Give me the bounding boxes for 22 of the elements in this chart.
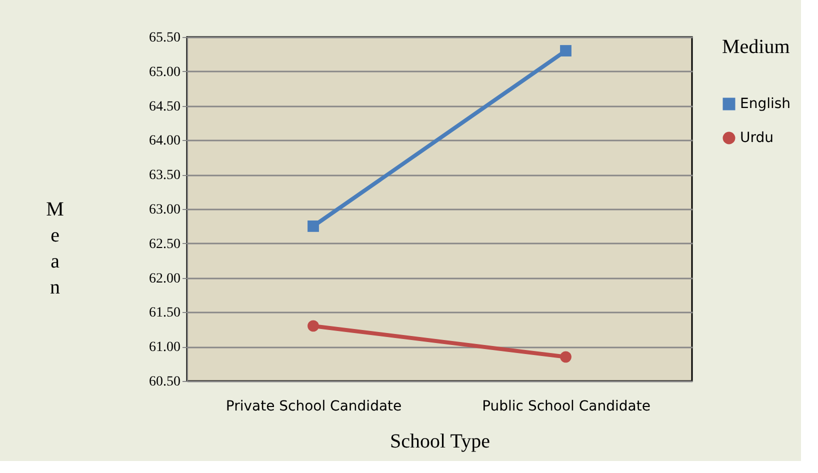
x-tick-label: Private School Candidate (226, 398, 402, 414)
y-tick-label: 60.50 (149, 374, 180, 390)
y-tick-label: 64.00 (149, 134, 180, 149)
x-axis-title: School Type (390, 430, 490, 452)
y-tick-label: 61.50 (149, 306, 180, 321)
y-tick-label: 63.00 (149, 202, 180, 218)
legend-label: Urdu (740, 130, 774, 146)
point (560, 351, 572, 363)
y-tick-label: 63.50 (149, 168, 180, 184)
y-tick-label: 64.50 (149, 99, 180, 114)
legend-label: English (740, 96, 791, 112)
y-tick-label: 62.00 (149, 271, 180, 286)
y-tick-label: 62.50 (149, 236, 180, 252)
x-tick-label: Public School Candidate (482, 398, 650, 414)
y-tick-label: 61.00 (149, 340, 180, 356)
y-tick-label: 65.50 (149, 30, 180, 46)
legend-title: Medium (722, 36, 790, 58)
point (308, 220, 319, 232)
y-tick-label: 65.00 (149, 64, 180, 80)
point (308, 320, 319, 332)
y-axis-title: Mean (46, 198, 64, 298)
point (560, 45, 572, 56)
